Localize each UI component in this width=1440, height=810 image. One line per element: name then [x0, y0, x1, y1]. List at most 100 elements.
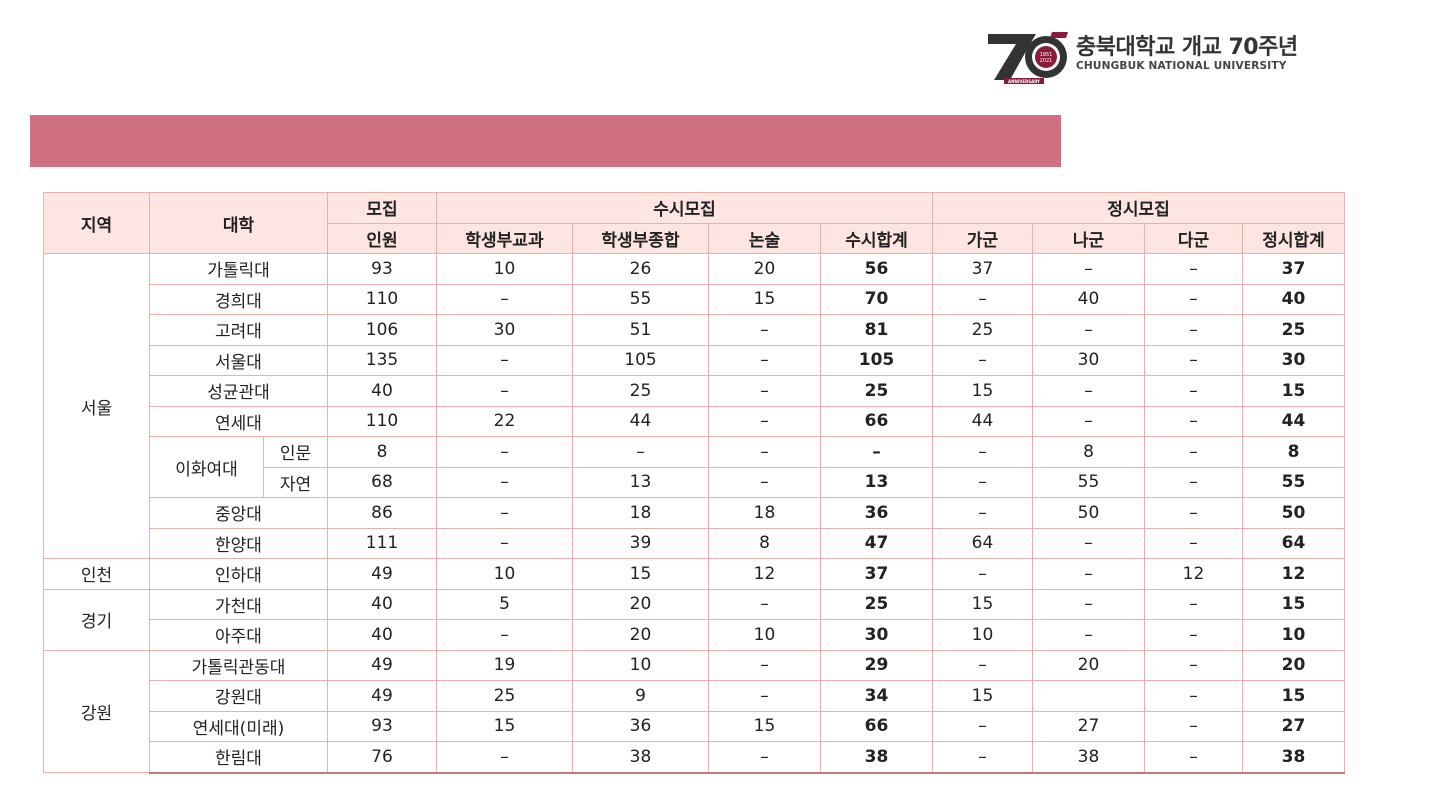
value-cell: – — [932, 741, 1033, 774]
value-cell: 8 — [327, 436, 437, 468]
value-cell: – — [1032, 588, 1145, 620]
value-cell: 27 — [1032, 710, 1145, 742]
value-cell: – — [708, 375, 821, 407]
region-cell: 서울 — [43, 253, 150, 559]
value-cell: 10 — [708, 619, 821, 651]
value-cell: – — [1144, 619, 1243, 651]
value-cell: 18 — [572, 497, 709, 529]
value-cell: 8 — [1032, 436, 1145, 468]
value-cell: 49 — [327, 649, 437, 681]
value-cell: – — [708, 649, 821, 681]
value-cell: 10 — [436, 558, 573, 590]
table-row: 성균관대 40–25–25 15– –15 — [44, 375, 1345, 407]
value-cell: 12 — [1144, 558, 1243, 590]
value-cell: 25 — [436, 680, 573, 712]
value-cell: 30 — [1032, 344, 1145, 376]
value-cell: – — [436, 436, 573, 468]
total-cell: 30 — [820, 619, 933, 651]
total-cell: 27 — [1242, 710, 1345, 742]
university-name: 서울대 — [149, 344, 328, 376]
total-cell: 8 — [1242, 436, 1345, 468]
value-cell: – — [1144, 466, 1243, 498]
value-cell: – — [1144, 680, 1243, 712]
value-cell: 18 — [708, 497, 821, 529]
total-cell: 36 — [820, 497, 933, 529]
value-cell: – — [1144, 588, 1243, 620]
value-cell: 106 — [327, 314, 437, 346]
university-name: 인하대 — [149, 558, 328, 590]
total-cell: 37 — [820, 558, 933, 590]
value-cell: – — [1144, 314, 1243, 346]
total-cell: 15 — [1242, 588, 1345, 620]
value-cell: 15 — [932, 680, 1033, 712]
total-cell: 12 — [1242, 558, 1345, 590]
value-cell: 50 — [1032, 497, 1145, 529]
value-cell: 49 — [327, 558, 437, 590]
value-cell: – — [708, 741, 821, 774]
value-cell: 111 — [327, 527, 437, 559]
value-cell: – — [932, 710, 1033, 742]
total-cell: 64 — [1242, 527, 1345, 559]
value-cell: 68 — [327, 466, 437, 498]
value-cell: – — [1032, 527, 1145, 559]
value-cell: 40 — [327, 588, 437, 620]
total-cell: 50 — [1242, 497, 1345, 529]
value-cell: – — [1032, 375, 1145, 407]
value-cell: – — [436, 344, 573, 376]
total-cell: 40 — [1242, 283, 1345, 315]
university-name: 중앙대 — [149, 497, 328, 529]
value-cell: 55 — [1032, 466, 1145, 498]
university-name: 경희대 — [149, 283, 328, 315]
header-jeongsi-col: 정시합계 — [1242, 222, 1345, 254]
total-cell: 38 — [820, 741, 933, 774]
value-cell: 15 — [436, 710, 573, 742]
header-susi-col: 논술 — [708, 222, 821, 254]
value-cell: 19 — [436, 649, 573, 681]
table-row: 서울대 135–105–105–30–30 — [44, 344, 1345, 376]
header-region: 지역 — [43, 192, 150, 254]
header-jeongsi: 정시모집 — [932, 192, 1345, 224]
university-name: 연세대 — [149, 405, 328, 437]
value-cell: 37 — [932, 253, 1033, 285]
value-cell: 9 — [572, 680, 709, 712]
value-cell: 55 — [572, 283, 709, 315]
value-cell: 5 — [436, 588, 573, 620]
total-cell: 105 — [820, 344, 933, 376]
value-cell: 26 — [572, 253, 709, 285]
value-cell: – — [708, 344, 821, 376]
table-row: 한양대 111–39 8 47 64– –64 — [44, 527, 1345, 559]
university-name: 성균관대 — [149, 375, 328, 407]
header-quota-bottom: 인원 — [327, 222, 437, 254]
header-jeongsi-col: 다군 — [1144, 222, 1243, 254]
value-cell: – — [1144, 375, 1243, 407]
university-name: 한림대 — [149, 741, 328, 774]
value-cell: – — [932, 466, 1033, 498]
total-cell: 34 — [820, 680, 933, 712]
value-cell: – — [1144, 710, 1243, 742]
value-cell: – — [436, 283, 573, 315]
university-logo: 1951 2021 ANNIVERSARY 충북대학교 개교 70주년 CHUN… — [986, 30, 1346, 86]
university-name: 이화여대 — [149, 436, 264, 498]
value-cell: – — [932, 497, 1033, 529]
value-cell: 51 — [572, 314, 709, 346]
value-cell: 13 — [572, 466, 709, 498]
value-cell: 15 — [572, 558, 709, 590]
value-cell: 44 — [932, 405, 1033, 437]
value-cell: – — [932, 436, 1033, 468]
value-cell: – — [1032, 253, 1145, 285]
value-cell: 39 — [572, 527, 709, 559]
value-cell: 12 — [708, 558, 821, 590]
header-quota-top: 모집 — [327, 192, 437, 224]
table-row: 경기 가천대 40 5 20–25 15– –15 — [43, 588, 1345, 651]
region-cell: 경기 — [43, 588, 150, 651]
region-cell: 강원 — [43, 649, 150, 773]
value-cell: 20 — [708, 253, 821, 285]
value-cell: – — [708, 314, 821, 346]
value-cell: 25 — [572, 375, 709, 407]
value-cell: 15 — [708, 283, 821, 315]
value-cell: – — [708, 405, 821, 437]
value-cell: 22 — [436, 405, 573, 437]
total-cell: 44 — [1242, 405, 1345, 437]
admission-table: 지역 대학 모집 수시모집 정시모집 인원 학생부교과 학생부종합 논술 수시합… — [43, 192, 1345, 774]
header-jeongsi-col: 가군 — [932, 222, 1033, 254]
